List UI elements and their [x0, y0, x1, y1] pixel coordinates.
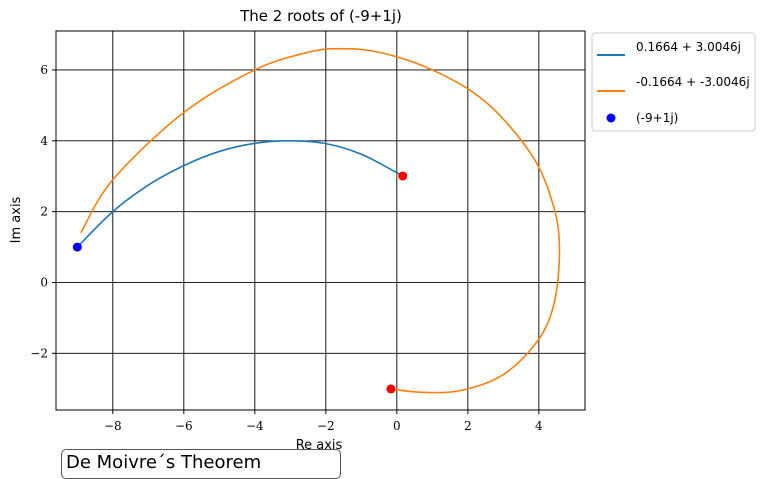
x-tick-label: 0	[393, 419, 401, 433]
theorem-annotation-box: De Moivre´s Theorem	[61, 449, 341, 479]
root-point-marker-1	[398, 171, 408, 181]
y-tick-label: −2	[30, 346, 48, 360]
x-tick-label: −6	[175, 419, 193, 433]
y-tick-label: 0	[40, 275, 48, 289]
root-point-marker-2	[386, 384, 396, 394]
x-tick-label: −2	[317, 419, 335, 433]
y-tick-label: 4	[40, 134, 48, 148]
data-points	[72, 171, 408, 394]
axis-ticks: −8 −6 −4 −2 0 2 4 −2 0 2 4 6	[30, 63, 543, 433]
chart-title: The 2 roots of (-9+1j)	[239, 7, 402, 25]
legend-marker-base-point	[606, 113, 616, 123]
y-tick-label: 6	[40, 63, 48, 77]
series-line-root-2	[80, 47, 561, 394]
x-tick-label: −4	[246, 419, 264, 433]
base-point-marker	[72, 242, 82, 252]
plot-area-frame	[55, 30, 586, 411]
series-line-root-1	[76, 139, 404, 248]
grid	[56, 31, 585, 410]
data-series	[76, 47, 561, 394]
legend-label-root-2: -0.1664 + -3.0046j	[636, 75, 750, 89]
y-tick-label: 2	[40, 205, 48, 219]
x-tick-label: 2	[464, 419, 472, 433]
x-tick-label: 4	[535, 419, 543, 433]
chart-figure: −8 −6 −4 −2 0 2 4 −2 0 2 4 6 The 2 roots of (-9+1j)…	[9, 7, 756, 453]
legend-box	[591, 32, 756, 132]
x-tick-label: −8	[104, 419, 122, 433]
legend-label-base-point: (-9+1j)	[636, 111, 678, 125]
theorem-annotation-text: De Moivre´s Theorem	[66, 452, 262, 473]
legend-label-root-1: 0.1664 + 3.0046j	[636, 40, 741, 54]
legend: 0.1664 + 3.0046j -0.1664 + -3.0046j (-9+…	[591, 32, 756, 132]
y-axis-label: Im axis	[9, 196, 24, 243]
